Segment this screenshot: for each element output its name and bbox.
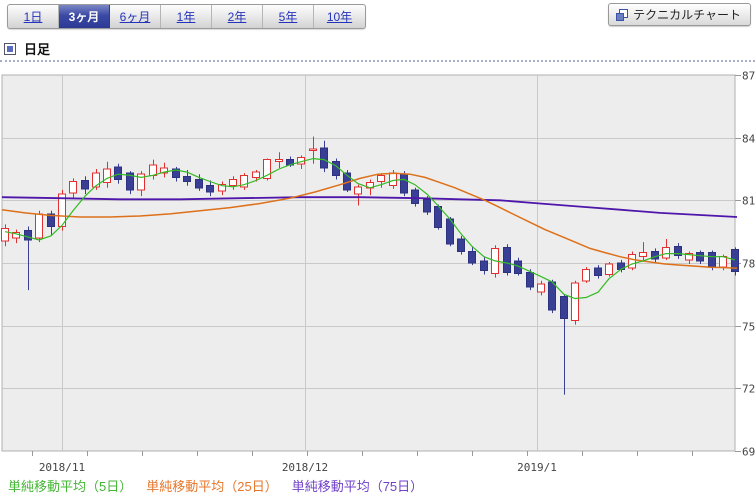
- tab-1year[interactable]: 1年: [161, 5, 212, 28]
- tab-6months[interactable]: 6ヶ月: [110, 5, 161, 28]
- square-bullet-icon: [4, 42, 16, 55]
- legend-ma25: 単純移動平均（25日）: [146, 479, 278, 493]
- window-chart-icon: [616, 8, 629, 21]
- svg-text:2019/1: 2019/1: [517, 461, 557, 474]
- tab-5years[interactable]: 5年: [263, 5, 314, 28]
- legend-ma5: 単純移動平均（5日）: [8, 479, 133, 493]
- svg-text:2018/11: 2018/11: [39, 461, 85, 474]
- tab-2years[interactable]: 2年: [212, 5, 263, 28]
- tab-10years[interactable]: 10年: [326, 10, 353, 24]
- technical-chart-label: テクニカルチャート: [633, 8, 741, 22]
- svg-text:84: 84: [742, 133, 755, 146]
- svg-text:81: 81: [742, 195, 755, 208]
- svg-text:72: 72: [742, 383, 755, 396]
- period-tabbar: 1日 3ヶ月 6ヶ月 1年 2年 5年 10年: [7, 4, 366, 29]
- dotted-separator: [0, 60, 755, 62]
- legend-ma75: 単純移動平均（75日）: [291, 479, 424, 493]
- svg-text:78: 78: [742, 258, 755, 271]
- section-header: 日足: [4, 39, 50, 58]
- page-title: 日足: [24, 42, 51, 57]
- technical-chart-button[interactable]: テクニカルチャート: [608, 3, 751, 26]
- tab-1day[interactable]: 1日: [8, 5, 59, 28]
- ma-legend: 単純移動平均（5日） 単純移動平均（25日） 単純移動平均（75日）: [8, 476, 423, 493]
- svg-text:87: 87: [742, 70, 755, 83]
- svg-text:69: 69: [742, 446, 755, 459]
- svg-text:75: 75: [742, 321, 755, 334]
- tab-3months[interactable]: 3ヶ月: [59, 5, 110, 28]
- svg-text:2018/12: 2018/12: [282, 461, 328, 474]
